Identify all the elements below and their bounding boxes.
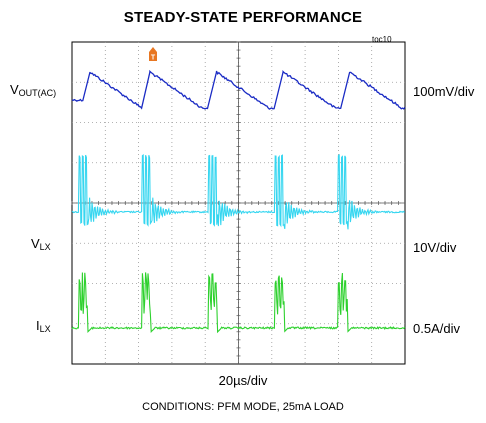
x-scale: 20µs/div	[218, 373, 268, 388]
trace-vout	[71, 69, 406, 110]
figure-id: toc10	[372, 35, 392, 44]
channel-label-vout: VOUT(AC)	[10, 82, 57, 98]
scale-ilx: 0.5A/div	[413, 321, 460, 336]
scale-vlx: 10V/div	[413, 240, 457, 255]
trace-vlx	[71, 153, 406, 230]
trace-ilx	[71, 272, 406, 334]
trigger-marker-label: T	[151, 55, 156, 62]
channel-label-ilx: ILX	[36, 318, 51, 334]
trigger-marker: T	[149, 47, 157, 62]
conditions: CONDITIONS: PFM MODE, 25mA LOAD	[142, 401, 344, 413]
traces	[71, 69, 406, 334]
scale-vout: 100mV/div	[413, 84, 475, 99]
channel-label-vlx: VLX	[31, 236, 51, 252]
chart-title: STEADY-STATE PERFORMANCE	[123, 9, 363, 26]
grid	[71, 41, 405, 364]
